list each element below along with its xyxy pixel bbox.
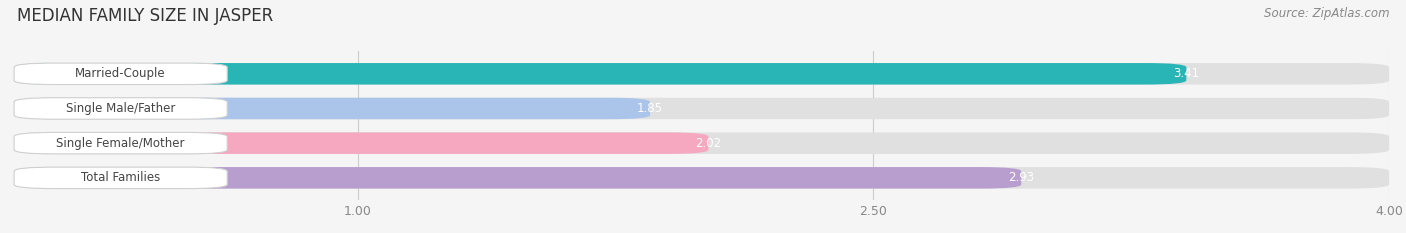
Text: Source: ZipAtlas.com: Source: ZipAtlas.com [1264, 7, 1389, 20]
FancyBboxPatch shape [14, 132, 228, 154]
FancyBboxPatch shape [14, 98, 650, 119]
FancyBboxPatch shape [14, 167, 1021, 188]
Text: Single Female/Mother: Single Female/Mother [56, 137, 184, 150]
Text: Single Male/Father: Single Male/Father [66, 102, 176, 115]
FancyBboxPatch shape [14, 63, 1389, 85]
FancyBboxPatch shape [14, 167, 1389, 188]
Text: 2.02: 2.02 [696, 137, 721, 150]
Text: MEDIAN FAMILY SIZE IN JASPER: MEDIAN FAMILY SIZE IN JASPER [17, 7, 273, 25]
Text: Total Families: Total Families [82, 171, 160, 184]
Text: 2.93: 2.93 [1008, 171, 1035, 184]
Text: 3.41: 3.41 [1173, 67, 1199, 80]
Text: Married-Couple: Married-Couple [76, 67, 166, 80]
FancyBboxPatch shape [14, 63, 1187, 85]
FancyBboxPatch shape [14, 98, 228, 119]
FancyBboxPatch shape [14, 167, 228, 188]
FancyBboxPatch shape [14, 132, 709, 154]
Text: 1.85: 1.85 [637, 102, 664, 115]
FancyBboxPatch shape [14, 132, 1389, 154]
FancyBboxPatch shape [14, 63, 228, 85]
FancyBboxPatch shape [14, 98, 1389, 119]
